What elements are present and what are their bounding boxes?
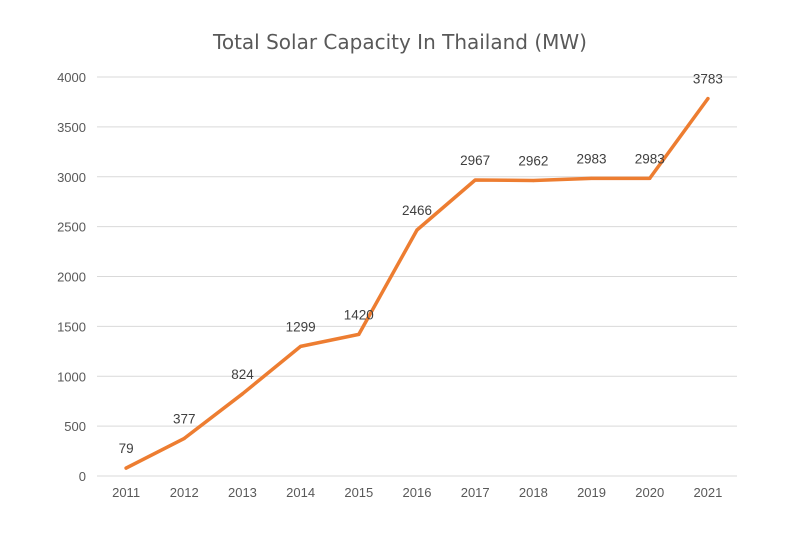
data-label: 1420 xyxy=(344,307,374,322)
y-tick-label: 2500 xyxy=(57,220,86,235)
series-line xyxy=(124,96,710,470)
data-label: 3783 xyxy=(693,72,723,87)
data-point xyxy=(240,392,245,396)
x-tick-label: 2017 xyxy=(461,485,490,500)
data-point xyxy=(706,97,710,101)
data-label: 2466 xyxy=(402,203,432,218)
data-label: 1299 xyxy=(286,319,316,334)
y-tick-label: 1000 xyxy=(57,369,86,384)
data-labels: 79 377 824 1299 1420 2466 2967 2962 2983 2983 3783 xyxy=(119,72,723,456)
x-tick-label: 2013 xyxy=(228,485,257,500)
x-tick-label: 2011 xyxy=(112,485,140,500)
series-line-group xyxy=(124,96,710,470)
y-tick-label: 1500 xyxy=(57,319,86,334)
data-point xyxy=(473,178,477,182)
data-point xyxy=(415,228,419,232)
data-point xyxy=(589,176,594,181)
data-label: 824 xyxy=(231,367,254,382)
data-label: 2983 xyxy=(577,151,607,166)
data-label: 377 xyxy=(173,411,196,426)
x-tick-label: 2012 xyxy=(170,485,199,500)
data-label: 79 xyxy=(119,441,134,456)
data-point xyxy=(182,436,186,440)
data-point xyxy=(357,332,361,336)
data-point xyxy=(648,176,652,181)
y-tick-label: 500 xyxy=(64,419,86,434)
x-tick-label: 2021 xyxy=(693,485,722,500)
y-tick-label: 0 xyxy=(79,469,86,484)
data-label: 2967 xyxy=(460,153,490,168)
x-axis-ticks: 2011 2012 2013 2014 2015 2016 2017 2018 2019 2020… xyxy=(112,485,722,500)
x-tick-label: 2018 xyxy=(519,485,548,500)
data-point xyxy=(531,178,535,183)
y-tick-label: 3000 xyxy=(57,170,86,185)
x-tick-label: 2015 xyxy=(344,485,373,500)
y-axis-ticks: 0 500 1000 1500 2000 2500 3000 3500 4000 xyxy=(57,70,86,484)
chart-title: Total Solar Capacity In Thailand (MW) xyxy=(213,30,587,54)
x-tick-label: 2020 xyxy=(635,485,664,500)
data-point xyxy=(299,344,303,349)
data-point xyxy=(124,466,128,470)
x-tick-label: 2016 xyxy=(403,485,432,500)
data-label: 2983 xyxy=(635,151,665,166)
y-tick-label: 4000 xyxy=(57,70,86,85)
x-tick-label: 2014 xyxy=(286,485,315,500)
y-tick-label: 2000 xyxy=(57,270,86,285)
data-label: 2962 xyxy=(518,154,548,169)
y-tick-label: 3500 xyxy=(57,120,86,135)
x-tick-label: 2019 xyxy=(577,485,606,500)
